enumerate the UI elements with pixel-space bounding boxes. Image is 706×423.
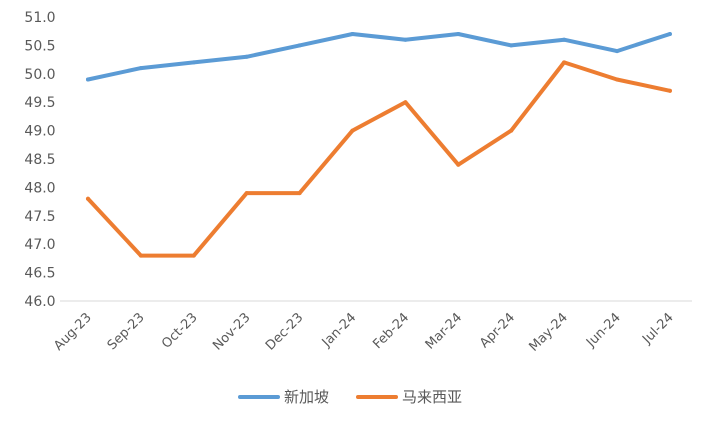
- y-tick-label: 47.5: [24, 209, 55, 225]
- data-point: [86, 196, 90, 201]
- data-point: [456, 32, 461, 36]
- data-point: [350, 32, 355, 36]
- legend-item: 马来西亚: [356, 388, 462, 406]
- data-point: [403, 37, 408, 42]
- series-line: [86, 32, 672, 82]
- x-tick-label: Oct-23: [159, 310, 201, 352]
- y-tick-label: 48.5: [24, 152, 55, 168]
- data-point: [509, 43, 514, 48]
- x-tick-label: Dec-23: [263, 310, 306, 353]
- data-point: [667, 88, 672, 93]
- data-point: [615, 49, 619, 54]
- series-line: [86, 60, 672, 258]
- x-tick-label: Nov-23: [210, 310, 253, 353]
- legend: 新加坡 马来西亚: [238, 388, 462, 406]
- y-tick-label: 50.0: [24, 67, 55, 83]
- x-tick-label: Apr-24: [477, 310, 518, 351]
- data-point: [138, 253, 143, 258]
- x-axis: Aug-23 Sep-23 Oct-23 Nov-23 Dec-23 Jan-24 Feb-…: [51, 300, 692, 355]
- data-point: [297, 43, 302, 48]
- data-point: [562, 60, 567, 65]
- data-point: [562, 37, 567, 42]
- x-tick-label: Jan-24: [319, 310, 360, 351]
- series-layer: [86, 32, 672, 258]
- y-tick-label: 49.5: [24, 95, 55, 111]
- x-tick-label: Sep-23: [105, 310, 148, 353]
- y-tick-label: 46.5: [24, 266, 55, 282]
- data-point: [244, 191, 249, 196]
- y-tick-label: 51.0: [24, 10, 55, 26]
- legend-label: 新加坡: [284, 388, 329, 406]
- y-tick-label: 49.0: [24, 124, 55, 140]
- data-point: [138, 66, 143, 71]
- data-point: [191, 60, 196, 65]
- data-point: [244, 54, 249, 59]
- data-point: [297, 191, 302, 196]
- series-2: [86, 60, 672, 258]
- y-tick-label: 50.5: [24, 38, 55, 54]
- y-tick-label: 46.0: [24, 294, 55, 310]
- data-point: [191, 253, 196, 258]
- data-point: [350, 128, 355, 133]
- x-tick-label: Jun-24: [583, 310, 624, 351]
- data-point: [403, 100, 408, 105]
- legend-label: 马来西亚: [402, 388, 462, 406]
- x-tick-label: May-24: [526, 310, 570, 354]
- x-tick-label: Jul-24: [639, 310, 676, 347]
- x-tick-label: Aug-23: [51, 310, 95, 354]
- x-tick-label: Mar-24: [423, 310, 465, 352]
- y-axis: 46.0 46.5 47.0 47.5 48.0 48.5 49.0 49.5 50.0 50.5…: [24, 10, 55, 310]
- y-tick-label: 47.0: [24, 237, 55, 253]
- data-point: [456, 162, 461, 167]
- y-tick-label: 48.0: [24, 180, 55, 196]
- x-tick-label: Feb-24: [370, 310, 412, 352]
- series-1: [86, 32, 672, 82]
- data-point: [509, 128, 514, 133]
- data-point: [615, 77, 619, 82]
- data-point: [667, 32, 672, 36]
- legend-item: 新加坡: [238, 388, 329, 406]
- data-point: [86, 77, 90, 82]
